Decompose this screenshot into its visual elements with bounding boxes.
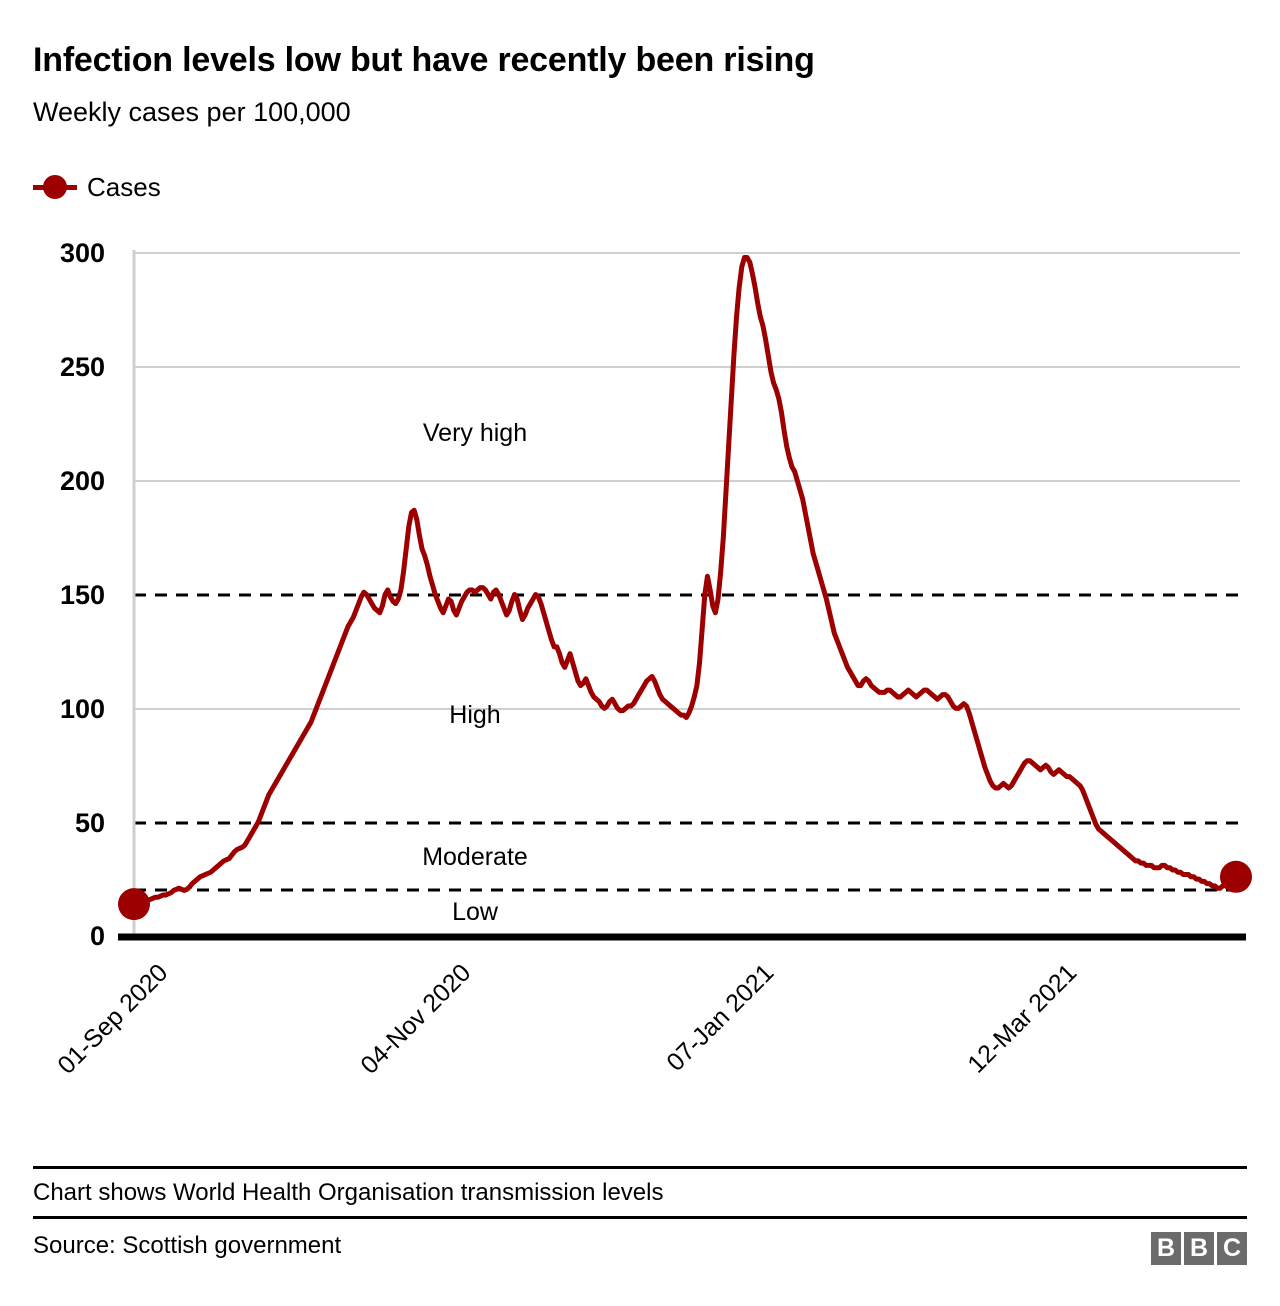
chart-source: Source: Scottish government <box>33 1232 342 1259</box>
threshold-lines <box>134 593 1240 892</box>
series-cases <box>118 255 1252 921</box>
y-tick-200: 200 <box>59 466 105 496</box>
footnote-divider-top <box>33 1166 1247 1169</box>
y-tick-50: 50 <box>74 808 105 838</box>
band-label-high: High <box>449 701 501 729</box>
band-label-low: Low <box>452 898 498 926</box>
y-tick-250: 250 <box>59 352 105 382</box>
chart-subtitle: Weekly cases per 100,000 <box>33 97 351 127</box>
series-end-marker <box>1220 860 1252 893</box>
bbc-logo-letter-b2: B <box>1184 1232 1214 1265</box>
y-tick-100: 100 <box>59 694 105 724</box>
series-start-marker <box>118 888 150 921</box>
y-tick-150: 150 <box>59 580 105 610</box>
chart-legend: Cases <box>33 170 161 204</box>
y-tick-0: 0 <box>89 921 105 951</box>
axes <box>118 250 1246 941</box>
band-label-very-high: Very high <box>422 419 528 447</box>
legend-series-label: Cases <box>87 172 161 202</box>
gridlines <box>134 252 1240 710</box>
footnote-divider-bottom <box>33 1216 1247 1219</box>
chart-footnote: Chart shows World Health Organisation tr… <box>33 1179 664 1206</box>
legend-series-marker-icon <box>33 175 77 199</box>
bbc-logo-letter-c: C <box>1217 1232 1247 1265</box>
band-label-moderate: Moderate <box>422 843 528 871</box>
bbc-logo: B B C <box>1151 1232 1247 1265</box>
chart-title: Infection levels low but have recently b… <box>33 41 815 79</box>
y-tick-300: 300 <box>59 238 105 268</box>
bbc-logo-letter-b1: B <box>1151 1232 1181 1265</box>
legend-dot-icon <box>43 175 67 199</box>
